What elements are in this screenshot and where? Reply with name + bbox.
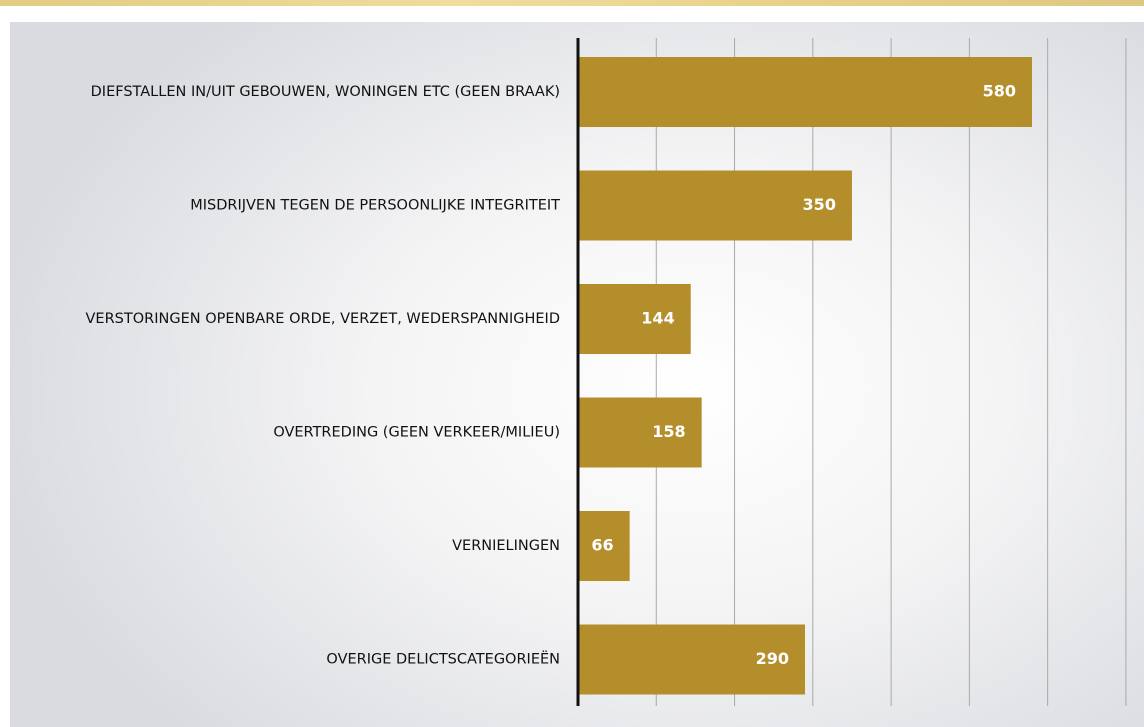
bar-1	[578, 170, 852, 241]
bar-4	[578, 511, 630, 581]
category-label-4: VERNIELINGEN	[452, 538, 560, 554]
bar-5	[578, 624, 805, 695]
label-layer: DIEFSTALLEN IN/UIT GEBOUWEN, WONINGEN ET…	[86, 82, 1016, 669]
data-label-1: 350	[803, 195, 836, 214]
data-label-2: 144	[641, 309, 674, 328]
data-label-5: 290	[756, 649, 789, 668]
category-label-5: OVERIGE DELICTSCATEGORIEËN	[326, 650, 560, 668]
grid-layer	[655, 38, 1127, 706]
category-label-2: VERSTORINGEN OPENBARE ORDE, VERZET, WEDE…	[86, 311, 560, 327]
cropped-caption-strip	[0, 0, 1144, 6]
category-label-0: DIEFSTALLEN IN/UIT GEBOUWEN, WONINGEN ET…	[91, 84, 560, 100]
category-label-3: OVERTREDING (GEEN VERKEER/MILIEU)	[273, 425, 560, 441]
data-label-4: 66	[591, 536, 613, 555]
data-label-0: 580	[983, 82, 1016, 101]
bar-3	[578, 397, 702, 468]
bar-0	[578, 57, 1032, 127]
data-label-3: 158	[652, 422, 685, 441]
bar-2	[578, 284, 691, 354]
bar-layer	[578, 57, 1032, 695]
category-label-1: MISDRIJVEN TEGEN DE PERSOONLIJKE INTEGRI…	[190, 198, 560, 214]
